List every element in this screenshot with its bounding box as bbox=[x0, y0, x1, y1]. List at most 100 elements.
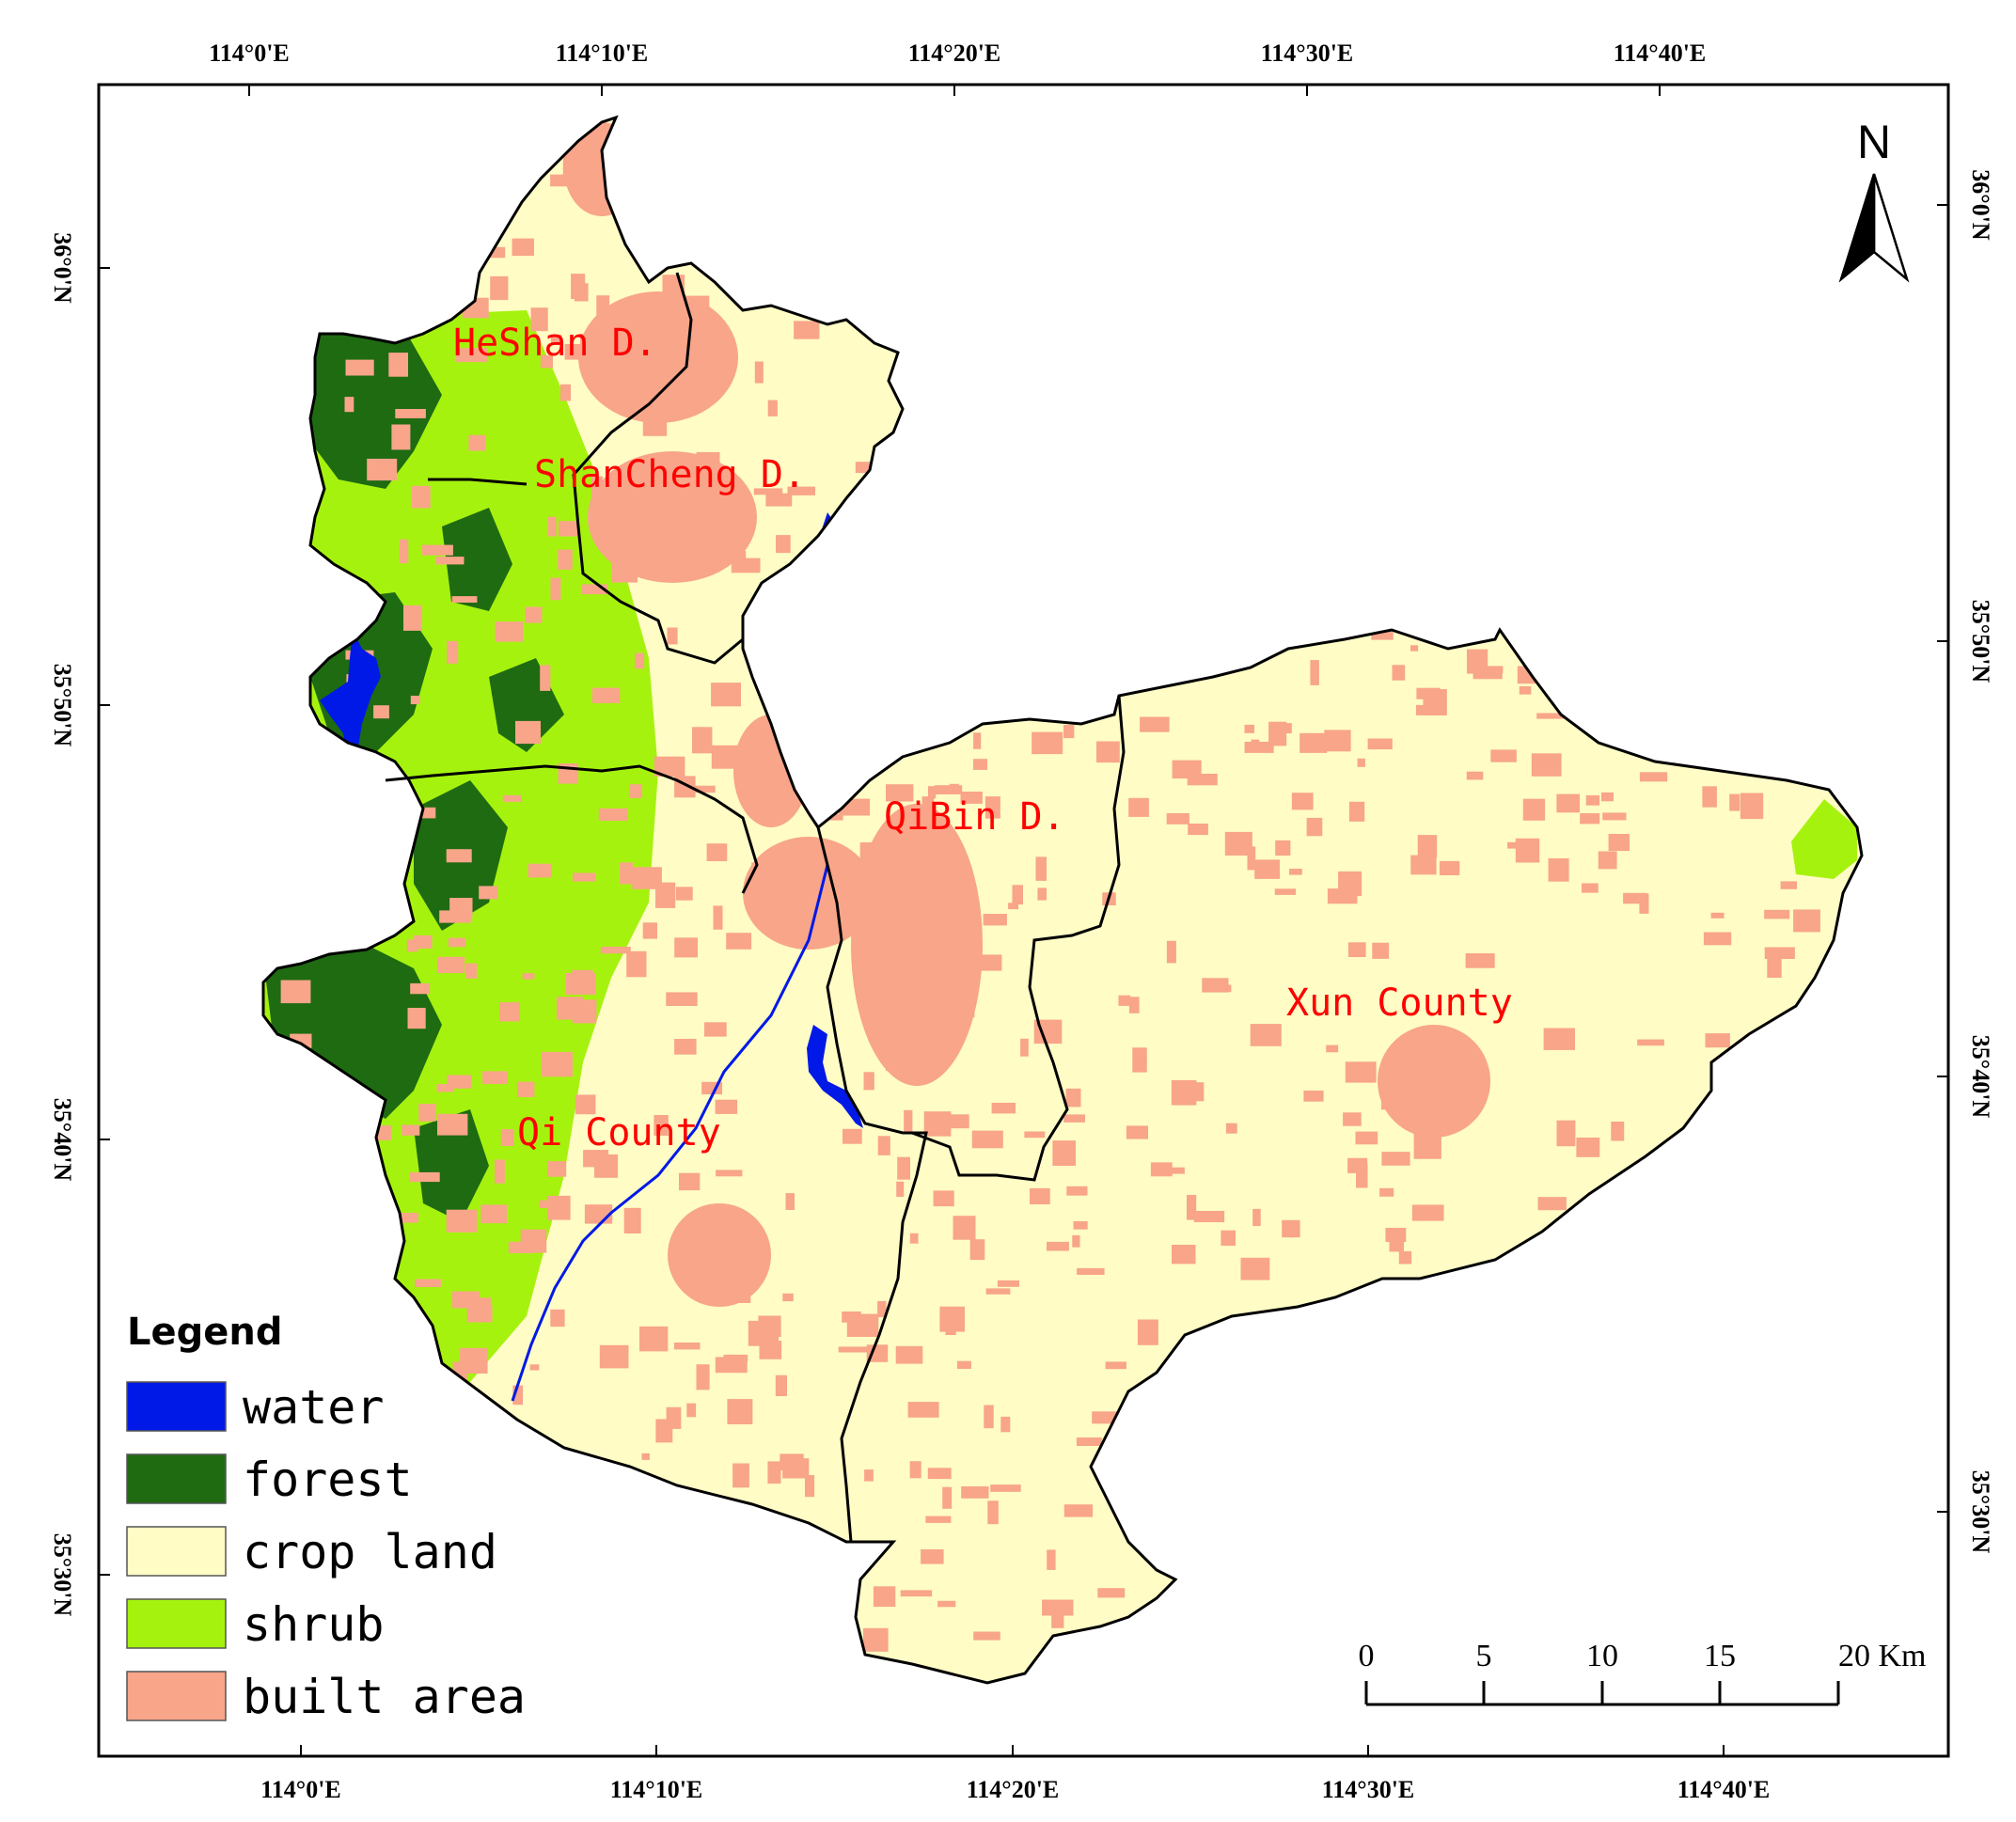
built-area-patch bbox=[451, 1291, 480, 1309]
built-area-patch bbox=[907, 1402, 939, 1418]
built-area-patch bbox=[1037, 887, 1047, 901]
scale-label: 5 bbox=[1476, 1639, 1492, 1673]
built-area-patch bbox=[1411, 1204, 1444, 1221]
built-area-patch bbox=[776, 535, 791, 554]
built-area-patch bbox=[500, 1129, 514, 1146]
built-area-patch bbox=[740, 521, 754, 536]
built-area-patch bbox=[654, 756, 685, 777]
right-tick-label: 35°40'N bbox=[1967, 1035, 1994, 1119]
built-area-patch bbox=[1118, 995, 1131, 1006]
built-area-patch bbox=[642, 922, 657, 939]
built-area-patch bbox=[732, 1463, 749, 1488]
built-area-patch bbox=[866, 1344, 889, 1362]
built-area-patch bbox=[449, 898, 473, 919]
built-area-patch bbox=[1556, 793, 1580, 813]
built-area-patch bbox=[1729, 793, 1740, 811]
built-area-patch bbox=[997, 1280, 1019, 1287]
built-area-patch bbox=[973, 732, 982, 749]
built-area-patch bbox=[728, 551, 747, 561]
built-area-patch bbox=[985, 1288, 1011, 1295]
bottom-tick-label: 114°10'E bbox=[610, 1776, 703, 1803]
built-area-patch bbox=[723, 1354, 748, 1362]
built-area-patch bbox=[1507, 841, 1534, 849]
built-area-patch bbox=[859, 842, 882, 865]
built-area-patch bbox=[667, 627, 678, 645]
built-area-patch bbox=[827, 814, 843, 821]
built-area-patch bbox=[547, 516, 557, 537]
built-area-patch bbox=[692, 785, 716, 793]
scale-label: 0 bbox=[1359, 1639, 1375, 1673]
built-area-patch bbox=[1030, 1187, 1050, 1204]
built-area-patch bbox=[1582, 883, 1599, 893]
built-area-patch bbox=[1252, 1208, 1261, 1227]
legend-swatch-water bbox=[126, 1381, 227, 1432]
built-area-patch bbox=[1515, 838, 1540, 863]
built-area-patch bbox=[654, 1115, 669, 1136]
bottom-tick-label: 114°40'E bbox=[1677, 1776, 1771, 1803]
built-area-patch bbox=[512, 238, 534, 257]
built-area-patch bbox=[407, 1008, 426, 1029]
built-area-patch bbox=[863, 1072, 874, 1091]
built-area-patch bbox=[1601, 792, 1614, 802]
built-area-patch bbox=[1479, 666, 1504, 674]
scale-label: 20 Km bbox=[1838, 1639, 1927, 1673]
built-area-patch bbox=[1357, 758, 1365, 767]
built-area-patch bbox=[1128, 997, 1140, 1013]
legend-label: built area bbox=[243, 1670, 526, 1724]
built-area-patch bbox=[1473, 670, 1503, 680]
north-arrow: N bbox=[1838, 116, 1910, 283]
built-area-patch bbox=[896, 1181, 905, 1197]
built-area-patch bbox=[421, 807, 436, 819]
built-area-patch bbox=[572, 969, 593, 989]
built-area-patch bbox=[1310, 660, 1319, 685]
built-area-patch bbox=[1465, 953, 1495, 968]
built-area-patch bbox=[418, 1104, 436, 1122]
built-area-patch bbox=[1306, 817, 1323, 837]
built-area-patch bbox=[495, 1159, 505, 1184]
study-area bbox=[261, 115, 1864, 1685]
built-area-patch bbox=[495, 621, 524, 642]
built-area-patch bbox=[1250, 1024, 1282, 1046]
built-area-patch bbox=[1128, 797, 1149, 817]
study-area-boundary bbox=[261, 115, 1864, 1685]
built-area-patch bbox=[912, 849, 944, 870]
built-area-patch bbox=[863, 1627, 889, 1652]
built-area-patch bbox=[972, 954, 1002, 971]
built-area-patch bbox=[397, 1213, 418, 1223]
built-area-patch bbox=[1705, 1033, 1730, 1048]
built-area-patch bbox=[1275, 840, 1291, 856]
built-area-patch bbox=[1389, 1240, 1404, 1252]
built-area-patch bbox=[782, 1293, 794, 1302]
built-area-patch bbox=[909, 1461, 921, 1479]
right-tick-label: 35°30'N bbox=[1967, 1470, 1994, 1554]
built-area-patch bbox=[465, 963, 478, 979]
built-area-patch bbox=[540, 665, 551, 691]
built-area-patch bbox=[1703, 932, 1732, 946]
built-area-patch bbox=[666, 992, 698, 1006]
built-area-patch bbox=[1193, 1082, 1205, 1102]
built-area-patch bbox=[1052, 1140, 1076, 1166]
built-area-patch bbox=[1548, 858, 1569, 882]
built-area-patch bbox=[512, 1385, 524, 1406]
built-area-patch bbox=[399, 539, 409, 564]
built-area-patch bbox=[1063, 1504, 1094, 1517]
built-area-patch bbox=[1381, 1152, 1410, 1166]
north-arrow-letter: N bbox=[1857, 116, 1891, 168]
built-area-patch bbox=[1166, 813, 1189, 825]
built-area-patch bbox=[1740, 793, 1764, 820]
built-area-patch bbox=[344, 397, 354, 413]
built-area-patch bbox=[1274, 888, 1297, 895]
built-area-patch bbox=[1221, 1230, 1236, 1246]
built-area-patch bbox=[682, 1260, 714, 1285]
built-area-patch bbox=[446, 1209, 478, 1233]
built-area-patch bbox=[476, 1304, 493, 1322]
built-area-patch bbox=[1012, 885, 1023, 905]
built-area-patch bbox=[737, 1285, 751, 1303]
built-area-patch bbox=[367, 458, 398, 481]
built-area-patch bbox=[1367, 738, 1393, 750]
built-area-patch bbox=[1150, 1162, 1173, 1177]
built-area-patch bbox=[480, 1204, 508, 1224]
built-area-patch bbox=[675, 887, 693, 901]
built-area-patch bbox=[515, 720, 541, 745]
